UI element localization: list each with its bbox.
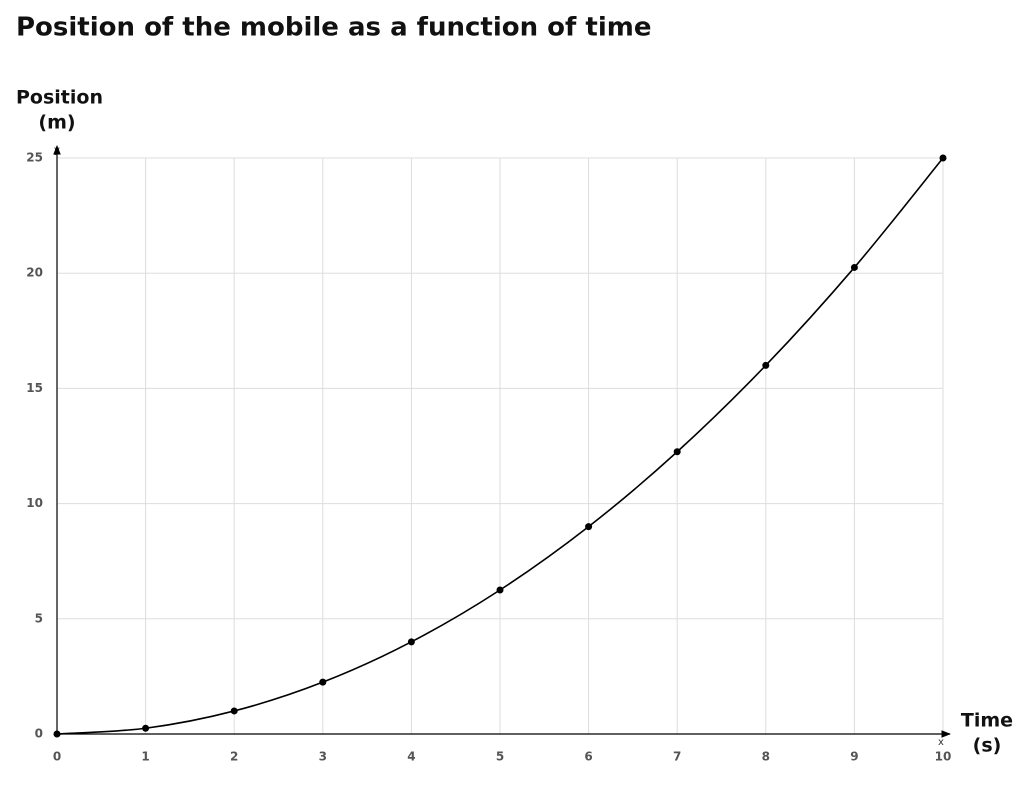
x-tick-label: 4 bbox=[407, 750, 415, 764]
x-tick-label: 1 bbox=[141, 750, 149, 764]
y-tick-label: 20 bbox=[26, 266, 43, 280]
x-tick-label: 10 bbox=[935, 750, 952, 764]
x-tick-label: 2 bbox=[230, 750, 238, 764]
point bbox=[673, 448, 681, 456]
x-tick-label: 6 bbox=[584, 750, 592, 764]
x-tick-label: 7 bbox=[673, 750, 681, 764]
x-axis-symbol: x bbox=[938, 737, 944, 748]
point bbox=[496, 586, 504, 594]
x-tick-label: 9 bbox=[850, 750, 858, 764]
x-axis-label: (s) bbox=[973, 735, 1002, 757]
y-tick-label: 10 bbox=[26, 496, 43, 510]
y-tick-label: 0 bbox=[35, 727, 43, 741]
point bbox=[142, 724, 150, 732]
x-tick-label: 3 bbox=[319, 750, 327, 764]
y-tick-label: 25 bbox=[26, 151, 43, 165]
y-axis-label: Position bbox=[16, 87, 103, 109]
x-axis-label: Time bbox=[961, 710, 1013, 732]
point bbox=[762, 361, 770, 369]
point bbox=[850, 263, 858, 271]
y-tick-label: 15 bbox=[26, 381, 43, 395]
point bbox=[53, 730, 61, 738]
x-tick-label: 0 bbox=[53, 750, 61, 764]
point bbox=[939, 154, 947, 162]
point bbox=[230, 707, 238, 715]
point bbox=[407, 638, 415, 646]
y-axis-label: (m) bbox=[38, 112, 75, 134]
point bbox=[319, 678, 327, 686]
point bbox=[585, 523, 593, 531]
x-tick-label: 5 bbox=[496, 750, 504, 764]
y-tick-label: 5 bbox=[35, 611, 43, 625]
chart-title: Position of the mobile as a function of … bbox=[16, 13, 651, 43]
x-tick-label: 8 bbox=[762, 750, 770, 764]
line bbox=[56, 157, 944, 735]
